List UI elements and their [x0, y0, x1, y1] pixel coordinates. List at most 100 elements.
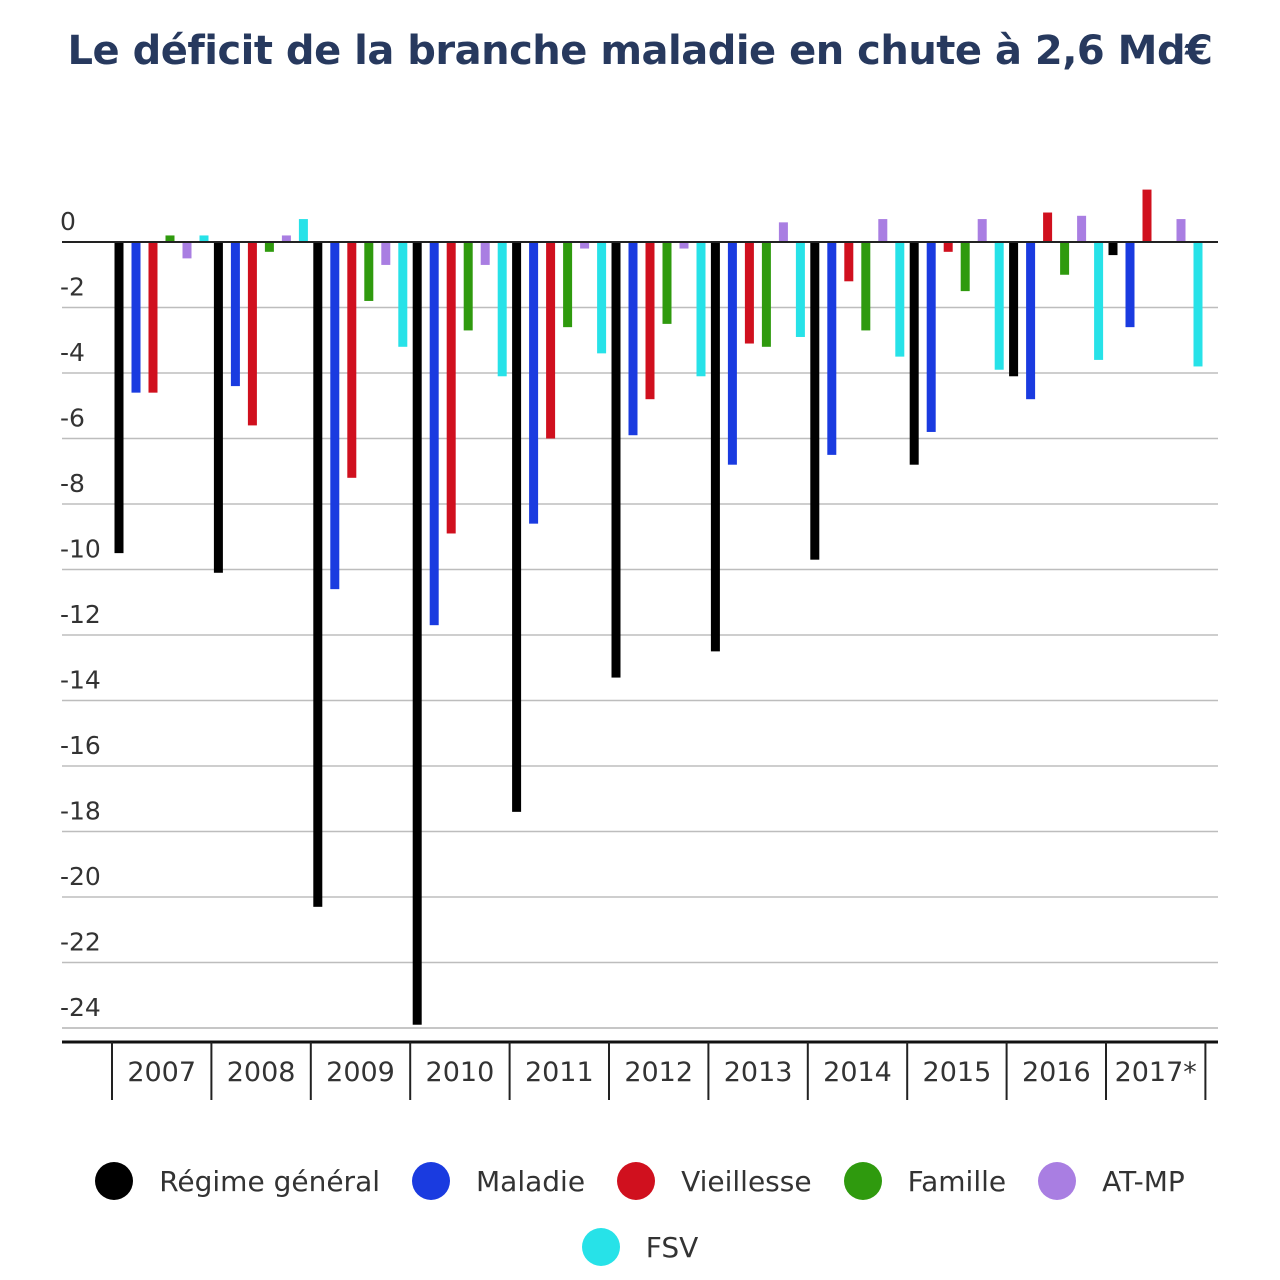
legend-label: Famille [907, 1164, 1007, 1198]
y-tick-label: -8 [60, 469, 85, 498]
bar [977, 219, 987, 242]
y-tick-label: -16 [60, 731, 101, 760]
x-tick-label: 2015 [923, 1057, 992, 1088]
x-tick-label: 2013 [724, 1057, 793, 1088]
y-tick-label: -12 [60, 600, 101, 629]
bar [463, 242, 473, 331]
bar [412, 242, 422, 1025]
bar [512, 242, 522, 812]
bar [330, 242, 340, 590]
bar [298, 219, 308, 242]
bar [1009, 242, 1019, 377]
y-tick-label: -24 [60, 993, 101, 1022]
bar [895, 242, 905, 357]
legend-label: Régime général [159, 1164, 381, 1198]
legend-swatch [581, 1228, 620, 1266]
bar [497, 242, 507, 377]
x-tick-label: 2012 [624, 1057, 693, 1088]
bar [844, 242, 854, 282]
bar [761, 242, 771, 347]
legend-swatch [843, 1162, 882, 1200]
bar [381, 242, 391, 265]
y-tick-label: -10 [60, 535, 101, 564]
legend-row: Régime général Maladie Vieillesse Famille AT… [0, 1148, 1280, 1214]
bar [148, 242, 158, 393]
bar [213, 242, 223, 573]
bar [563, 242, 573, 328]
bar [182, 242, 192, 259]
bar [1108, 242, 1118, 256]
bar [1077, 215, 1087, 242]
y-tick-label: -4 [60, 338, 85, 367]
x-tick-label: 2007 [127, 1057, 196, 1088]
legend-item: Vieillesse [617, 1162, 812, 1200]
legend-item: Famille [843, 1162, 1007, 1200]
bar [131, 242, 141, 393]
bar [778, 222, 788, 242]
legend-row: FSV [0, 1214, 1280, 1280]
bar [247, 242, 257, 426]
legend-label: AT-MP [1102, 1164, 1185, 1198]
bar [696, 242, 706, 377]
bar [1193, 242, 1203, 367]
legend-label: FSV [645, 1230, 699, 1264]
bar [878, 219, 888, 242]
x-tick-label: 2014 [823, 1057, 892, 1088]
y-tick-label: -6 [60, 404, 85, 433]
y-tick-label: 0 [60, 207, 76, 236]
legend-item: AT-MP [1038, 1162, 1185, 1200]
bar [795, 242, 805, 337]
bar [1176, 219, 1186, 242]
bar [281, 235, 291, 242]
y-tick-label: -2 [60, 273, 85, 302]
y-tick-label: -14 [60, 666, 101, 695]
x-tick-label: 2010 [426, 1057, 495, 1088]
bar [199, 235, 209, 242]
legend-label: Maladie [476, 1164, 586, 1198]
x-tick-label: 2009 [326, 1057, 395, 1088]
chart-legend: Régime général Maladie Vieillesse Famille AT… [0, 1148, 1280, 1280]
bar [165, 235, 175, 242]
bar-chart: 0 -2 -4 -6 -8 -10 -12 -14 -16 -18 -20 -22 -24 2007 200… [60, 189, 1218, 1100]
bar [662, 242, 672, 324]
y-tick-label: -22 [60, 928, 101, 957]
bar [230, 242, 240, 387]
bar [1142, 189, 1152, 242]
bar [943, 242, 953, 252]
bar [364, 242, 374, 301]
legend-swatch [95, 1162, 134, 1200]
bar [429, 242, 439, 626]
x-tick-label: 2016 [1022, 1057, 1091, 1088]
x-tick-label: 2008 [227, 1057, 296, 1088]
bar [710, 242, 720, 652]
bar [744, 242, 754, 344]
y-tick-label: -18 [60, 797, 101, 826]
bar [398, 242, 408, 347]
bar [994, 242, 1004, 370]
bar [1043, 212, 1053, 242]
legend-swatch [1038, 1162, 1077, 1200]
bar [960, 242, 970, 292]
bar [446, 242, 456, 534]
bar [679, 242, 689, 249]
bar [1125, 242, 1135, 328]
bar [645, 242, 655, 400]
bar [580, 242, 590, 249]
x-tick-label: 2017* [1115, 1057, 1197, 1088]
legend-item: Régime général [95, 1162, 380, 1200]
bar [347, 242, 357, 478]
bar [827, 242, 837, 455]
bar [597, 242, 607, 354]
chart-title: Le déficit de la branche maladie en chut… [67, 28, 1213, 74]
bar [727, 242, 737, 465]
bar [909, 242, 919, 465]
bar [546, 242, 556, 439]
legend-swatch [412, 1162, 451, 1200]
legend-swatch [617, 1162, 656, 1200]
legend-item: Maladie [412, 1162, 585, 1200]
bar [628, 242, 638, 436]
legend-label: Vieillesse [681, 1164, 812, 1198]
bar [1094, 242, 1104, 360]
bar [810, 242, 820, 560]
bar [264, 242, 274, 252]
